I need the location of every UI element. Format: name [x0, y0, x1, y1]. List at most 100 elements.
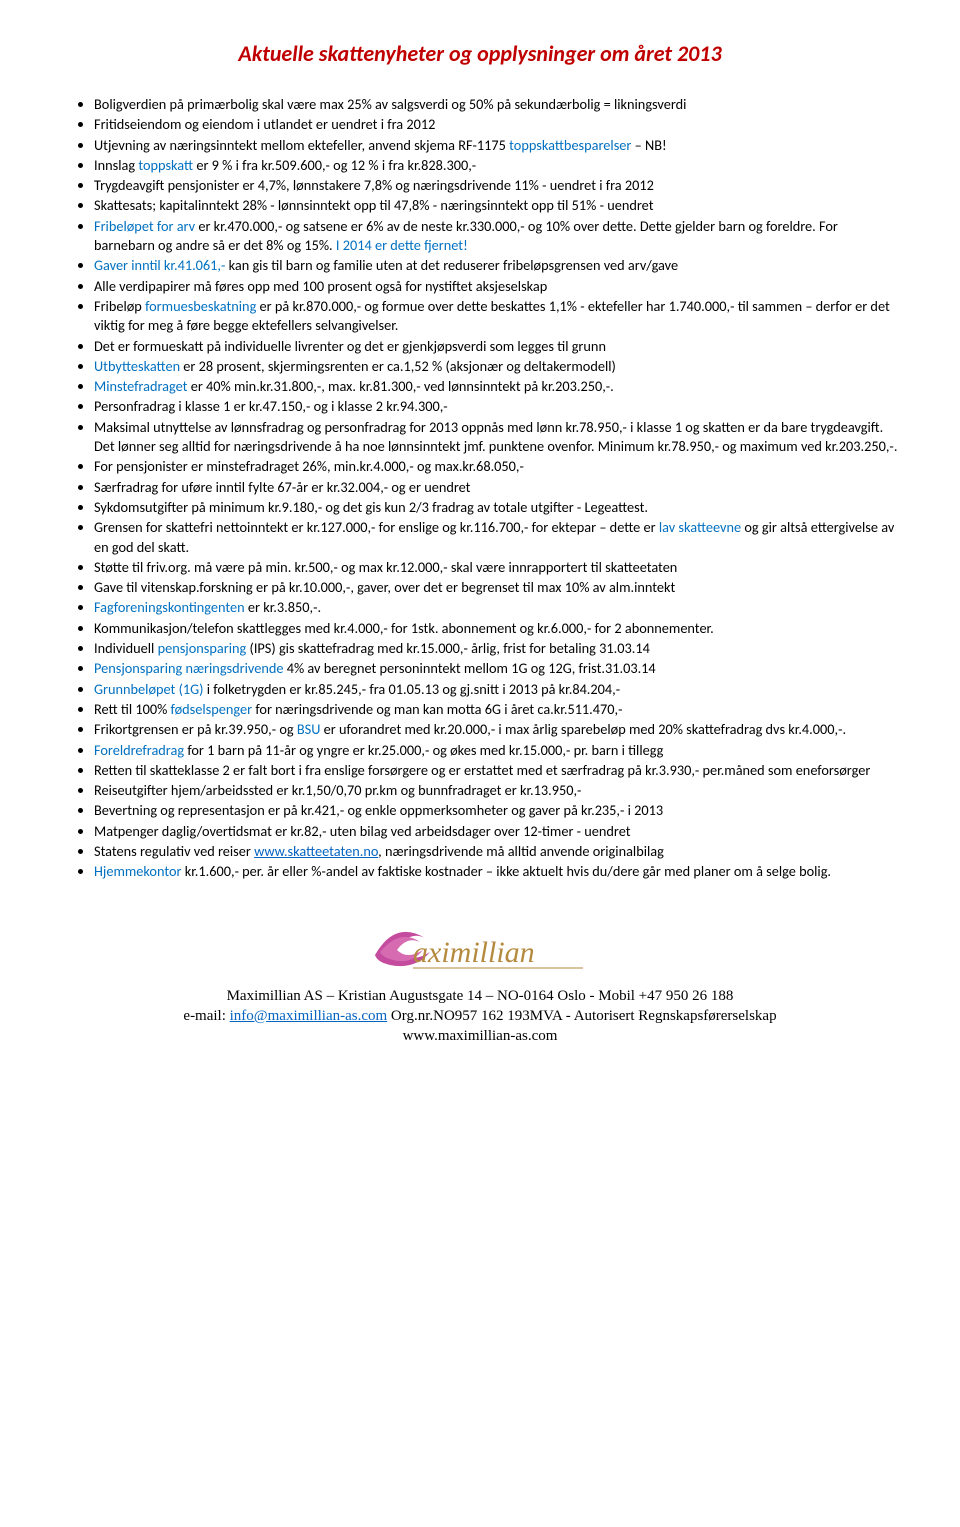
- list-item: Fritidseiendom og eiendom i utlandet er …: [94, 115, 900, 134]
- list-item: Bevertning og representasjon er på kr.42…: [94, 801, 900, 820]
- list-item: Reiseutgifter hjem/arbeidssted er kr.1,5…: [94, 781, 900, 800]
- list-item: For pensjonister er minstefradraget 26%,…: [94, 457, 900, 476]
- footer-email-prefix: e-mail:: [183, 1008, 229, 1024]
- list-item: Alle verdipapirer må føres opp med 100 p…: [94, 277, 900, 296]
- text-segment: Grunnbeløpet (1G): [94, 680, 204, 698]
- text-segment: er 40% min.kr.31.800,-, max. kr.81.300,-…: [187, 377, 613, 395]
- page-title: Aktuelle skattenyheter og opplysninger o…: [60, 40, 900, 67]
- text-segment: for næringsdrivende og man kan motta 6G …: [252, 700, 622, 718]
- list-item: Rett til 100% fødselspenger for næringsd…: [94, 700, 900, 719]
- list-item: Frikortgrensen er på kr.39.950,- og BSU …: [94, 720, 900, 739]
- text-segment: Retten til skatteklasse 2 er falt bort i…: [94, 761, 870, 779]
- footer-line-3: www.maximillian-as.com: [60, 1026, 900, 1046]
- text-segment: – NB!: [631, 136, 666, 154]
- text-segment: Gave til vitenskap.forskning er på kr.10…: [94, 578, 675, 596]
- footer-email-link[interactable]: info@maximillian-as.com: [230, 1008, 388, 1024]
- list-item: Individuell pensjonsparing (IPS) gis ska…: [94, 639, 900, 658]
- list-item: Sykdomsutgifter på minimum kr.9.180,- og…: [94, 498, 900, 517]
- text-segment: Grensen for skattefri nettoinntekt er kr…: [94, 518, 659, 536]
- footer-line-1: Maximillian AS – Kristian Augustsgate 14…: [60, 986, 900, 1006]
- inline-link[interactable]: www.skatteetaten.no: [254, 842, 378, 860]
- text-segment: Skattesats; kapitalinntekt 28% - lønnsin…: [94, 196, 653, 214]
- text-segment: Fritidseiendom og eiendom i utlandet er …: [94, 115, 435, 133]
- text-segment: Frikortgrensen er på kr.39.950,- og: [94, 720, 297, 738]
- list-item: Grensen for skattefri nettoinntekt er kr…: [94, 518, 900, 557]
- list-item: Utbytteskatten er 28 prosent, skjermings…: [94, 357, 900, 376]
- text-segment: Maksimal utnyttelse av lønnsfradrag og p…: [94, 418, 897, 455]
- text-segment: Statens regulativ ved reiser: [94, 842, 254, 860]
- footer: aximillian Maximillian AS – Kristian Aug…: [60, 910, 900, 1047]
- list-item: Skattesats; kapitalinntekt 28% - lønnsin…: [94, 196, 900, 215]
- text-segment: Pensjonsparing næringsdrivende: [94, 659, 283, 677]
- list-item: Retten til skatteklasse 2 er falt bort i…: [94, 761, 900, 780]
- footer-line-2: e-mail: info@maximillian-as.com Org.nr.N…: [60, 1006, 900, 1026]
- list-item: Trygdeavgift pensjonister er 4,7%, lønns…: [94, 176, 900, 195]
- text-segment: Fribeløpet for arv: [94, 217, 195, 235]
- text-segment: fødselspenger: [171, 700, 253, 718]
- logo-text: aximillian: [413, 936, 535, 969]
- list-item: Personfradrag i klasse 1 er kr.47.150,- …: [94, 397, 900, 416]
- text-segment: Innslag: [94, 156, 138, 174]
- list-item: Maksimal utnyttelse av lønnsfradrag og p…: [94, 418, 900, 457]
- list-item: Matpenger daglig/overtidsmat er kr.82,- …: [94, 822, 900, 841]
- list-item: Pensjonsparing næringsdrivende 4% av ber…: [94, 659, 900, 678]
- list-item: Statens regulativ ved reiser www.skattee…: [94, 842, 900, 861]
- text-segment: toppskatt: [138, 156, 193, 174]
- list-item: Fribeløp formuesbeskatning er på kr.870.…: [94, 297, 900, 336]
- text-segment: Personfradrag i klasse 1 er kr.47.150,- …: [94, 397, 448, 415]
- text-segment: I 2014 er dette fjernet!: [336, 236, 468, 254]
- text-segment: Kommunikasjon/telefon skattlegges med kr…: [94, 619, 714, 637]
- list-item: Minstefradraget er 40% min.kr.31.800,-, …: [94, 377, 900, 396]
- text-segment: Det er formueskatt på individuelle livre…: [94, 337, 606, 355]
- text-segment: Reiseutgifter hjem/arbeidssted er kr.1,5…: [94, 781, 581, 799]
- list-item: Utjevning av næringsinntekt mellom ektef…: [94, 136, 900, 155]
- text-segment: Minstefradraget: [94, 377, 187, 395]
- list-item: Gave til vitenskap.forskning er på kr.10…: [94, 578, 900, 597]
- bullet-list: Boligverdien på primærbolig skal være ma…: [60, 95, 900, 882]
- list-item: Boligverdien på primærbolig skal være ma…: [94, 95, 900, 114]
- text-segment: Matpenger daglig/overtidsmat er kr.82,- …: [94, 822, 631, 840]
- text-segment: er kr.3.850,-.: [245, 598, 321, 616]
- text-segment: Sykdomsutgifter på minimum kr.9.180,- og…: [94, 498, 648, 516]
- text-segment: Boligverdien på primærbolig skal være ma…: [94, 95, 686, 113]
- text-segment: Bevertning og representasjon er på kr.42…: [94, 801, 663, 819]
- list-item: Fribeløpet for arv er kr.470.000,- og sa…: [94, 217, 900, 256]
- text-segment: formuesbeskatning: [145, 297, 256, 315]
- list-item: Innslag toppskatt er 9 % i fra kr.509.60…: [94, 156, 900, 175]
- list-item: Foreldrefradrag for 1 barn på 11-år og y…: [94, 741, 900, 760]
- text-segment: Fribeløp: [94, 297, 145, 315]
- list-item: Særfradrag for uføre inntil fylte 67-år …: [94, 478, 900, 497]
- text-segment: Utjevning av næringsinntekt mellom ektef…: [94, 136, 509, 154]
- list-item: Fagforeningskontingenten er kr.3.850,-.: [94, 598, 900, 617]
- text-segment: er 28 prosent, skjermingsrenten er ca.1,…: [180, 357, 616, 375]
- list-item: Kommunikasjon/telefon skattlegges med kr…: [94, 619, 900, 638]
- text-segment: Fagforeningskontingenten: [94, 598, 245, 616]
- text-segment: For pensjonister er minstefradraget 26%,…: [94, 457, 524, 475]
- text-segment: BSU: [297, 720, 321, 738]
- text-segment: lav skatteevne: [659, 518, 741, 536]
- text-segment: pensjonsparing: [158, 639, 247, 657]
- text-segment: Gaver inntil kr.41.061,-: [94, 256, 225, 274]
- text-segment: er uforandret med kr.20.000,- i max årli…: [320, 720, 846, 738]
- text-segment: Foreldrefradrag: [94, 741, 184, 759]
- text-segment: kan gis til barn og familie uten at det …: [225, 256, 678, 274]
- list-item: Grunnbeløpet (1G) i folketrygden er kr.8…: [94, 680, 900, 699]
- text-segment: Hjemmekontor: [94, 862, 182, 880]
- text-segment: Utbytteskatten: [94, 357, 180, 375]
- text-segment: er 9 % i fra kr.509.600,- og 12 % i fra …: [193, 156, 476, 174]
- text-segment: Alle verdipapirer må føres opp med 100 p…: [94, 277, 547, 295]
- list-item: Støtte til friv.org. må være på min. kr.…: [94, 558, 900, 577]
- text-segment: Særfradrag for uføre inntil fylte 67-år …: [94, 478, 470, 496]
- list-item: Det er formueskatt på individuelle livre…: [94, 337, 900, 356]
- company-logo: aximillian: [365, 910, 595, 980]
- footer-line-2-suffix: Org.nr.NO957 162 193MVA - Autorisert Reg…: [387, 1008, 776, 1024]
- text-segment: Individuell: [94, 639, 158, 657]
- text-segment: 4% av beregnet personinntekt mellom 1G o…: [283, 659, 655, 677]
- text-segment: toppskattbesparelser: [509, 136, 631, 154]
- text-segment: for 1 barn på 11-år og yngre er kr.25.00…: [184, 741, 663, 759]
- list-item: Gaver inntil kr.41.061,- kan gis til bar…: [94, 256, 900, 275]
- text-segment: i folketrygden er kr.85.245,- fra 01.05.…: [204, 680, 621, 698]
- list-item: Hjemmekontor kr.1.600,- per. år eller %-…: [94, 862, 900, 881]
- text-segment: Rett til 100%: [94, 700, 171, 718]
- text-segment: (IPS) gis skattefradrag med kr.15.000,- …: [246, 639, 650, 657]
